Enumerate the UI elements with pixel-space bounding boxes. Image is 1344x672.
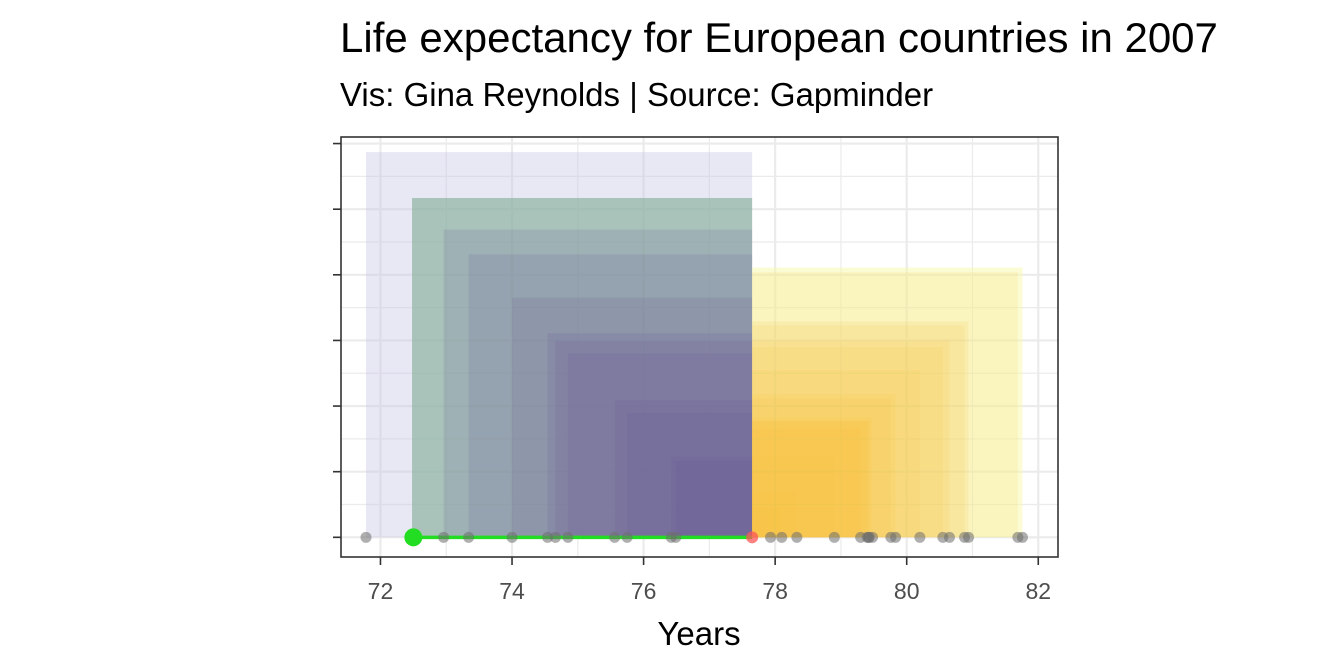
- deviation-square-below-mean: [412, 198, 753, 538]
- x-tick-label: 82: [1025, 578, 1051, 604]
- mean-point: [746, 531, 759, 544]
- deviation-squares: [365, 152, 1023, 538]
- deviation-square-below-mean: [468, 254, 753, 538]
- data-point: [609, 531, 621, 543]
- deviation-square-above-mean: [752, 267, 1023, 538]
- panel-border: [340, 136, 1059, 558]
- deviation-square-above-mean: [752, 369, 920, 538]
- x-axis: 72 74 76 78 80 82: [333, 142, 1051, 604]
- data-point: [776, 531, 788, 543]
- x-tick-label: 80: [894, 578, 920, 604]
- x-tick-label: 78: [762, 578, 788, 604]
- deviation-square-below-mean: [567, 353, 753, 538]
- data-point: [890, 531, 902, 543]
- x-tick-label: 76: [631, 578, 657, 604]
- data-point: [438, 531, 450, 543]
- deviation-square-below-mean: [547, 333, 753, 538]
- chart-title: Life expectancy for European countries i…: [340, 14, 1218, 61]
- deviation-square-above-mean: [752, 340, 950, 538]
- deviation-square-above-mean: [752, 321, 969, 538]
- deviation-square-above-mean: [752, 394, 896, 538]
- chart-subtitle: Vis: Gina Reynolds | Source: Gapminder: [340, 76, 934, 113]
- data-point: [562, 531, 574, 543]
- deviation-square-above-mean: [752, 272, 1018, 538]
- data-point: [867, 531, 879, 543]
- data-point: [463, 531, 475, 543]
- deviation-square-below-mean: [675, 461, 753, 538]
- data-point: [542, 531, 554, 543]
- deviation-square-below-mean: [671, 456, 753, 538]
- deviation-square-below-mean: [614, 400, 753, 538]
- deviation-square-below-mean: [443, 229, 753, 538]
- deviation-square-below-mean: [555, 341, 753, 538]
- deviation-square-above-mean: [752, 420, 870, 538]
- deviation-square-above-mean: [752, 347, 943, 538]
- deviation-square-above-mean: [752, 429, 861, 538]
- x-axis-title: Years: [657, 615, 740, 652]
- data-point: [360, 531, 372, 543]
- deviation-square-above-mean: [752, 455, 835, 538]
- x-tick-label: 74: [499, 578, 525, 604]
- data-point: [963, 531, 975, 543]
- deviation-square-above-mean: [752, 492, 797, 538]
- deviation-square-above-mean: [752, 421, 869, 538]
- data-point: [1016, 531, 1028, 543]
- deviation-square-above-mean: [752, 325, 965, 538]
- deviation-square-below-mean: [627, 412, 753, 538]
- data-point: [791, 531, 803, 543]
- data-point: [828, 531, 840, 543]
- deviation-square-above-mean: [752, 507, 782, 538]
- highlight-point: [404, 528, 423, 547]
- data-point: [506, 531, 518, 543]
- deviation-square-above-mean: [752, 417, 873, 538]
- data-point: [943, 531, 955, 543]
- data-point: [621, 531, 633, 543]
- data-point: [549, 531, 561, 543]
- deviation-square-above-mean: [752, 518, 771, 538]
- deviation-square-above-mean: [752, 422, 868, 538]
- deviation-square-below-mean: [512, 297, 753, 538]
- x-tick-label: 72: [368, 578, 394, 604]
- data-point: [914, 531, 926, 543]
- data-point: [670, 531, 682, 543]
- data-point: [765, 531, 777, 543]
- data-points: [360, 528, 1028, 547]
- deviation-square-above-mean: [752, 398, 891, 538]
